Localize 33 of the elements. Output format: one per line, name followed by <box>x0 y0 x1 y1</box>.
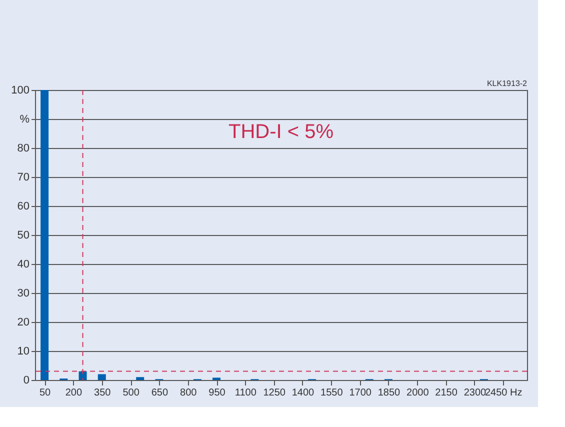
x-tick-label: 1550 <box>320 388 344 398</box>
y-tick-label: 80 <box>17 142 30 154</box>
x-tick-label: 1700 <box>349 388 372 398</box>
bar <box>40 90 49 380</box>
text: KLK1913-2 <box>486 79 528 88</box>
x-tick-label: 2000 <box>406 388 430 398</box>
bar <box>136 377 144 380</box>
x-tick-label: 2300 <box>464 388 487 398</box>
x-tick-label: 1850 <box>378 388 401 398</box>
x-tick-label: 950 <box>208 388 226 398</box>
x-tick-label: 350 <box>94 388 112 398</box>
annotation: THD-I < 5% <box>228 121 334 144</box>
x-tick-label: 800 <box>180 388 198 398</box>
x-tick-label: 2150 <box>435 388 458 398</box>
y-tick-label: % <box>20 114 30 126</box>
x-tick-label: 650 <box>151 388 168 398</box>
x-tick-label: 200 <box>65 388 82 398</box>
y-tick-label: 100 <box>11 84 30 96</box>
x-tick-label: 500 <box>122 388 140 398</box>
x-tick-label: 1100 <box>234 388 257 398</box>
y-tick-label: 60 <box>17 200 30 212</box>
x-tick-label: 1400 <box>292 388 315 398</box>
x-tick-label: 2450 Hz <box>484 388 522 398</box>
y-tick-label: 20 <box>17 316 30 328</box>
y-tick-label: 40 <box>17 258 30 270</box>
y-tick-label: 10 <box>17 346 30 358</box>
x-tick-label: 1250 <box>263 388 286 398</box>
y-tick-label: 50 <box>17 230 30 242</box>
y-tick-label: 70 <box>17 172 30 184</box>
y-tick-label: 30 <box>17 288 30 300</box>
x-tick-label: 50 <box>39 388 52 398</box>
y-tick-label: 0 <box>23 374 30 386</box>
bar <box>98 374 106 380</box>
